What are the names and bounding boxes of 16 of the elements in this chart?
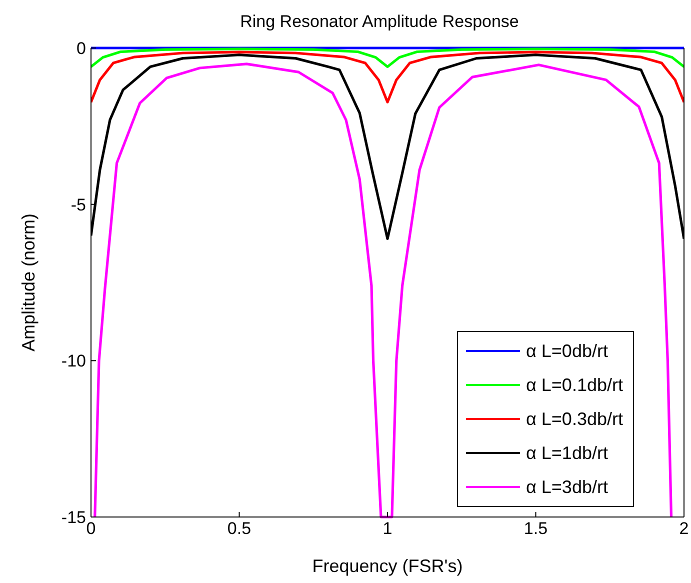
y-tick-label: -10	[61, 352, 86, 371]
x-axis-title: Frequency (FSR's)	[312, 556, 463, 576]
y-axis-title: Amplitude (norm)	[18, 213, 38, 352]
x-tick-label: 1.5	[524, 519, 548, 538]
y-tick-label: 0	[76, 39, 86, 58]
y-tick-label: -15	[61, 508, 86, 528]
legend-label: α L=0.3db/rt	[526, 408, 623, 430]
legend-label: α L=1db/rt	[526, 442, 608, 464]
legend-label: α L=0.1db/rt	[526, 374, 623, 396]
chart-title: Ring Resonator Amplitude Response	[239, 11, 520, 33]
x-tick-label: 1	[382, 519, 392, 538]
x-tick-label: 2	[679, 519, 689, 538]
y-tick-label: -5	[70, 195, 86, 214]
x-tick-label: 0.5	[227, 519, 252, 538]
legend-label: α L=0db/rt	[526, 340, 608, 362]
legend-label: α L=3db/rt	[526, 476, 608, 498]
